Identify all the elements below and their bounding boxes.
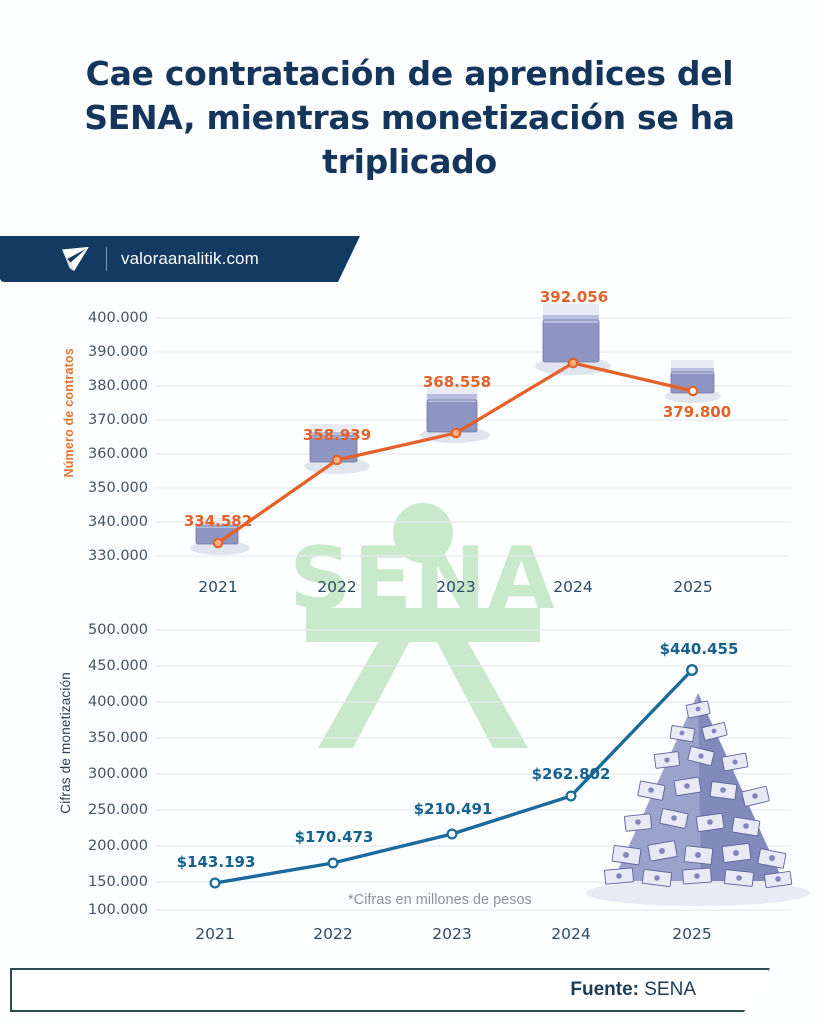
yaxis-title-contratos: Número de contratos <box>62 348 76 478</box>
ytick-contratos-0: 400.000 <box>88 310 148 326</box>
datalabel-monetizacion-2024: $262.802 <box>531 765 611 783</box>
xtick-contratos-2022: 2022 <box>317 578 357 596</box>
yaxis-monetizacion: 500.000 450.000 400.000 350.000 300.000 … <box>0 610 148 955</box>
ytick-monetizacion-8: 100.000 <box>88 902 148 918</box>
chart-cifras-de-monetizacion: 500.000 450.000 400.000 350.000 300.000 … <box>0 610 819 955</box>
xtick-contratos-2023: 2023 <box>436 578 476 596</box>
ytick-monetizacion-4: 300.000 <box>88 766 148 782</box>
chart-numero-de-contratos: 400.000 390.000 380.000 370.000 360.000 … <box>0 288 819 600</box>
datalabel-monetizacion-2022: $170.473 <box>294 828 374 846</box>
ytick-contratos-4: 360.000 <box>88 446 148 462</box>
xtick-monetizacion-2021: 2021 <box>195 925 235 943</box>
xtick-contratos-2021: 2021 <box>198 578 238 596</box>
banknote-stack-icon-2025 <box>665 360 721 403</box>
page-title: Cae contratación de aprendices del SENA,… <box>60 52 759 184</box>
datalabel-contratos-2024: 392.056 <box>539 288 609 306</box>
ytick-monetizacion-2: 400.000 <box>88 694 148 710</box>
datalabel-contratos-2025: 379.800 <box>662 403 732 421</box>
ytick-monetizacion-6: 200.000 <box>88 838 148 854</box>
ytick-monetizacion-1: 450.000 <box>88 658 148 674</box>
xtick-monetizacion-2025: 2025 <box>672 925 712 943</box>
ytick-contratos-3: 370.000 <box>88 412 148 428</box>
ytick-monetizacion-3: 350.000 <box>88 730 148 746</box>
brand-banner[interactable]: valoraanalitik.com <box>0 236 360 282</box>
datalabel-monetizacion-2021: $143.193 <box>176 853 256 871</box>
datalabel-monetizacion-2023: $210.491 <box>413 800 493 818</box>
ytick-contratos-2: 380.000 <box>88 378 148 394</box>
page-title-text: Cae contratación de aprendices del SENA,… <box>84 54 735 181</box>
banknote-stack-icon-2022 <box>304 424 370 474</box>
yaxis-contratos: 400.000 390.000 380.000 370.000 360.000 … <box>0 290 148 600</box>
ytick-monetizacion-0: 500.000 <box>88 622 148 638</box>
paper-plane-icon <box>60 246 90 272</box>
xtick-contratos-2024: 2024 <box>553 578 593 596</box>
chart-footnote: *Cifras en millones de pesos <box>348 892 532 908</box>
ytick-monetizacion-5: 250.000 <box>88 802 148 818</box>
chart-contratos-svg <box>155 304 790 557</box>
source-footer: Fuente: SENA <box>10 968 770 1012</box>
yaxis-title-monetizacion: Cifras de monetización <box>58 672 73 814</box>
xtick-contratos-2025: 2025 <box>673 578 713 596</box>
banknote-stack-icon-2024 <box>535 304 611 375</box>
datalabel-contratos-2022: 358.939 <box>302 426 372 444</box>
brand-divider <box>106 247 107 271</box>
ytick-monetizacion-7: 150.000 <box>88 874 148 890</box>
datalabel-contratos-2023: 368.558 <box>422 373 492 391</box>
datalabel-contratos-2021: 334.582 <box>183 512 253 530</box>
ytick-contratos-6: 340.000 <box>88 514 148 530</box>
brand-site-label: valoraanalitik.com <box>121 249 259 268</box>
source-label: Fuente: <box>570 979 639 1000</box>
ytick-contratos-7: 330.000 <box>88 548 148 564</box>
source-value: SENA <box>638 979 696 1000</box>
datalabel-monetizacion-2025: $440.455 <box>659 640 739 658</box>
series-markers-contratos <box>212 357 699 549</box>
ytick-contratos-5: 350.000 <box>88 480 148 496</box>
series-markers-monetizacion <box>209 664 699 889</box>
xtick-monetizacion-2022: 2022 <box>313 925 353 943</box>
xtick-monetizacion-2023: 2023 <box>432 925 472 943</box>
source-footer-text: Fuente: SENA <box>570 979 696 1001</box>
xtick-monetizacion-2024: 2024 <box>551 925 591 943</box>
ytick-contratos-1: 390.000 <box>88 344 148 360</box>
